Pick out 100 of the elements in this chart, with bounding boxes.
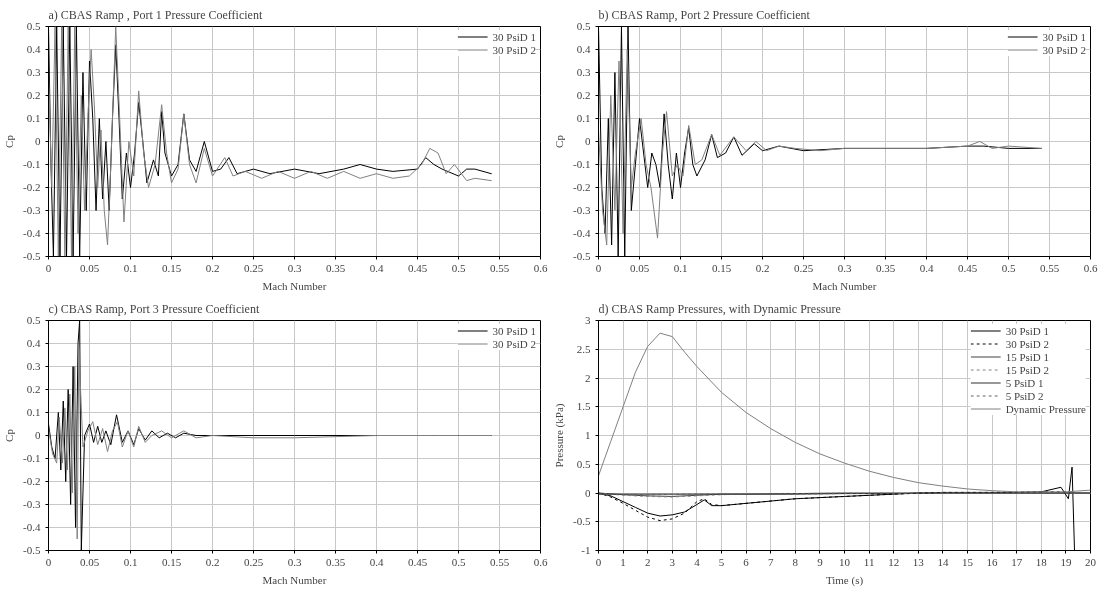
y-tick-label: -0.2	[23, 475, 41, 487]
y-tick-label: 0.1	[576, 112, 591, 124]
y-tick-label: 0.3	[576, 66, 591, 78]
x-tick-label: 0.35	[325, 261, 346, 274]
x-tick-label: 0.25	[793, 261, 814, 274]
chart-title: c) CBAS Ramp, Port 3 Pressure Coefficient	[48, 301, 260, 316]
y-tick-label: 0	[35, 429, 41, 441]
x-tick-label: 19	[1060, 555, 1072, 568]
x-tick-label: 0.2	[755, 261, 770, 274]
y-tick-label: 1.5	[576, 400, 591, 413]
legend-label: 30 PsiD 1	[492, 30, 536, 43]
y-tick-label: -0.2	[23, 181, 41, 193]
y-tick-label: 0.4	[26, 337, 41, 349]
y-tick-label: -0.4	[23, 227, 41, 239]
y-tick-label: 0	[35, 135, 41, 147]
y-tick-label: 0.2	[576, 89, 591, 101]
legend-label: 15 PsiD 1	[1005, 350, 1050, 363]
x-tick-label: 0.45	[407, 555, 428, 568]
x-tick-label: 20	[1085, 555, 1097, 568]
x-tick-label: 11	[863, 555, 875, 568]
y-tick-label: 0.5	[576, 457, 591, 470]
y-tick-label: -0.5	[23, 544, 41, 556]
x-tick-label: 0.3	[287, 555, 302, 568]
x-tick-label: 18	[1035, 555, 1048, 568]
x-tick-label: 10	[839, 555, 851, 568]
legend-label: 30 PsiD 2	[1005, 337, 1050, 350]
x-tick-label: 4	[694, 555, 701, 568]
legend-label: 30 PsiD 2	[1042, 43, 1086, 56]
x-tick-label: 0.45	[957, 261, 978, 274]
y-tick-label: 2	[585, 371, 591, 384]
x-tick-label: 0.5	[1001, 261, 1016, 274]
x-tick-label: 7	[767, 555, 774, 568]
x-tick-label: 0.6	[533, 555, 548, 568]
x-tick-label: 0	[45, 555, 52, 568]
x-tick-label: 0.55	[489, 261, 510, 274]
x-tick-label: 0.35	[325, 555, 346, 568]
x-tick-label: 0.35	[875, 261, 896, 274]
y-tick-label: 0.4	[576, 43, 591, 55]
y-tick-label: -0.3	[573, 204, 591, 216]
legend-label: Dynamic Pressure	[1005, 402, 1086, 415]
x-tick-label: 0.6	[533, 261, 548, 274]
x-tick-label: 0.5	[451, 555, 466, 568]
x-tick-label: 0.15	[161, 261, 182, 274]
x-tick-label: 0.5	[451, 261, 466, 274]
y-tick-label: 0.1	[26, 112, 41, 124]
x-tick-label: 0.55	[1039, 261, 1060, 274]
chart-title: a) CBAS Ramp , Port 1 Pressure Coefficient	[48, 7, 263, 22]
x-tick-label: 0.15	[711, 261, 732, 274]
x-axis-title: Mach Number	[262, 279, 327, 292]
y-tick-label: 2.5	[576, 342, 591, 355]
y-tick-label: -0.3	[23, 204, 41, 216]
x-axis-title: Mach Number	[812, 279, 877, 292]
legend-label: 30 PsiD 1	[1005, 324, 1050, 337]
x-tick-label: 0.3	[287, 261, 302, 274]
x-tick-label: 14	[937, 555, 949, 568]
x-tick-label: 0.2	[205, 555, 220, 568]
x-tick-label: 0.3	[837, 261, 852, 274]
y-tick-label: 0.1	[26, 406, 41, 418]
legend-label: 5 PsiD 2	[1005, 389, 1044, 402]
y-axis-title: Cp	[553, 134, 566, 148]
x-tick-label: 0.2	[205, 261, 220, 274]
x-tick-label: 15	[962, 555, 974, 568]
y-tick-label: -0.2	[573, 181, 591, 193]
x-tick-label: 0.25	[243, 261, 264, 274]
legend-label: 5 PsiD 1	[1005, 376, 1044, 389]
x-tick-label: 0.55	[489, 555, 510, 568]
y-tick-label: -0.1	[573, 158, 591, 170]
x-tick-label: 0.6	[1083, 261, 1098, 274]
x-tick-label: 0	[595, 555, 602, 568]
y-tick-label: 0	[585, 135, 591, 147]
y-tick-label: 0.4	[26, 43, 41, 55]
x-tick-label: 5	[718, 555, 725, 568]
y-tick-label: 0.3	[26, 66, 41, 78]
x-tick-label: 0.05	[79, 555, 100, 568]
y-tick-label: -1	[581, 544, 591, 556]
x-tick-label: 0.1	[673, 261, 688, 274]
y-tick-label: -0.4	[23, 521, 41, 533]
x-tick-label: 0	[45, 261, 52, 274]
y-tick-label: 3	[585, 314, 591, 326]
x-axis-title: Time (s)	[825, 573, 864, 587]
y-tick-label: 0.2	[26, 89, 41, 101]
x-tick-label: 13	[912, 555, 925, 568]
x-tick-label: 9	[817, 555, 824, 568]
x-tick-label: 17	[1011, 555, 1023, 568]
y-tick-label: 0.5	[576, 20, 591, 32]
legend-label: 30 PsiD 1	[1042, 30, 1086, 43]
x-tick-label: 0.1	[123, 261, 138, 274]
y-axis-title: Pressure (kPa)	[553, 403, 567, 468]
chart-title: b) CBAS Ramp, Port 2 Pressure Coefficient	[598, 7, 811, 22]
y-tick-label: 0.3	[26, 360, 41, 372]
x-tick-label: 1	[620, 555, 626, 568]
y-tick-label: -0.3	[23, 498, 41, 510]
y-tick-label: 0.5	[26, 20, 41, 32]
x-tick-label: 0.05	[79, 261, 100, 274]
x-tick-label: 0.4	[369, 261, 384, 274]
x-tick-label: 8	[792, 555, 799, 568]
y-tick-label: -0.1	[23, 452, 41, 464]
x-tick-label: 2	[644, 555, 651, 568]
chart-title: d) CBAS Ramp Pressures, with Dynamic Pressure	[598, 301, 841, 316]
x-tick-label: 0.05	[629, 261, 650, 274]
